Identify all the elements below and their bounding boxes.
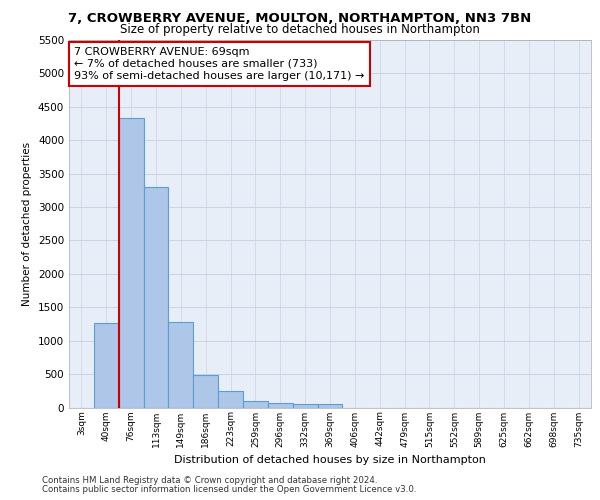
Bar [317,404,343,407]
Text: Size of property relative to detached houses in Northampton: Size of property relative to detached ho… [120,22,480,36]
Bar [169,322,193,408]
Bar [94,322,119,408]
Bar [268,403,293,407]
Text: Contains HM Land Registry data © Crown copyright and database right 2024.: Contains HM Land Registry data © Crown c… [42,476,377,485]
Text: 7 CROWBERRY AVENUE: 69sqm
← 7% of detached houses are smaller (733)
93% of semi-: 7 CROWBERRY AVENUE: 69sqm ← 7% of detach… [74,48,365,80]
X-axis label: Distribution of detached houses by size in Northampton: Distribution of detached houses by size … [174,455,486,465]
Bar [218,392,243,407]
Bar [119,118,143,408]
Text: 7, CROWBERRY AVENUE, MOULTON, NORTHAMPTON, NN3 7BN: 7, CROWBERRY AVENUE, MOULTON, NORTHAMPTO… [68,12,532,26]
Bar [243,402,268,407]
Y-axis label: Number of detached properties: Number of detached properties [22,142,32,306]
Bar [143,187,169,408]
Text: Contains public sector information licensed under the Open Government Licence v3: Contains public sector information licen… [42,484,416,494]
Bar [193,375,218,408]
Bar [293,404,317,407]
